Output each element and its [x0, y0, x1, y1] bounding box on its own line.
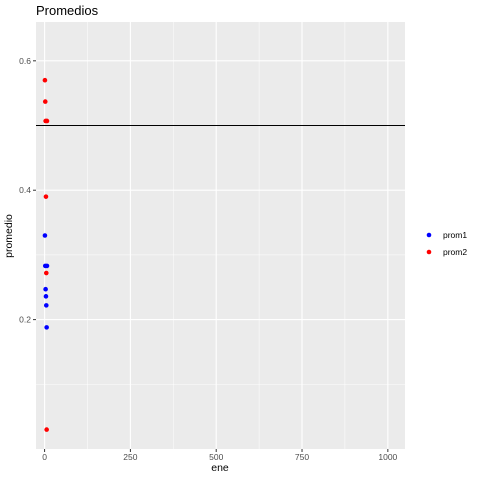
prom1-point — [44, 303, 49, 308]
x-axis-label: ene — [211, 462, 229, 474]
legend-key-prom1 — [427, 233, 432, 238]
prom2-point — [45, 119, 50, 124]
y-axis-label: promedio — [3, 214, 15, 258]
prom1-point — [45, 264, 50, 269]
prom1-point — [43, 233, 48, 238]
prom1-point — [44, 325, 49, 330]
y-tick-label: 0.6 — [19, 56, 31, 66]
x-tick-label: 750 — [295, 452, 309, 462]
prom1-point — [43, 287, 48, 292]
y-tick-label: 0.4 — [19, 185, 31, 195]
prom2-point — [43, 99, 48, 104]
x-tick-label: 250 — [123, 452, 137, 462]
chart-title: Promedios — [36, 3, 99, 18]
x-tick-label: 500 — [209, 452, 223, 462]
legend-label-prom1: prom1 — [443, 230, 467, 240]
prom2-point — [44, 271, 49, 276]
plot-panel — [36, 22, 405, 449]
x-tick-label: 1000 — [378, 452, 397, 462]
y-tick-label: 0.2 — [19, 315, 31, 325]
legend-label-prom2: prom2 — [443, 247, 467, 257]
prom2-point — [44, 427, 49, 432]
x-tick-label: 0 — [42, 452, 47, 462]
prom2-point — [43, 78, 48, 83]
prom2-point — [44, 194, 49, 199]
prom1-point — [44, 294, 49, 299]
legend-key-prom2 — [427, 250, 432, 255]
